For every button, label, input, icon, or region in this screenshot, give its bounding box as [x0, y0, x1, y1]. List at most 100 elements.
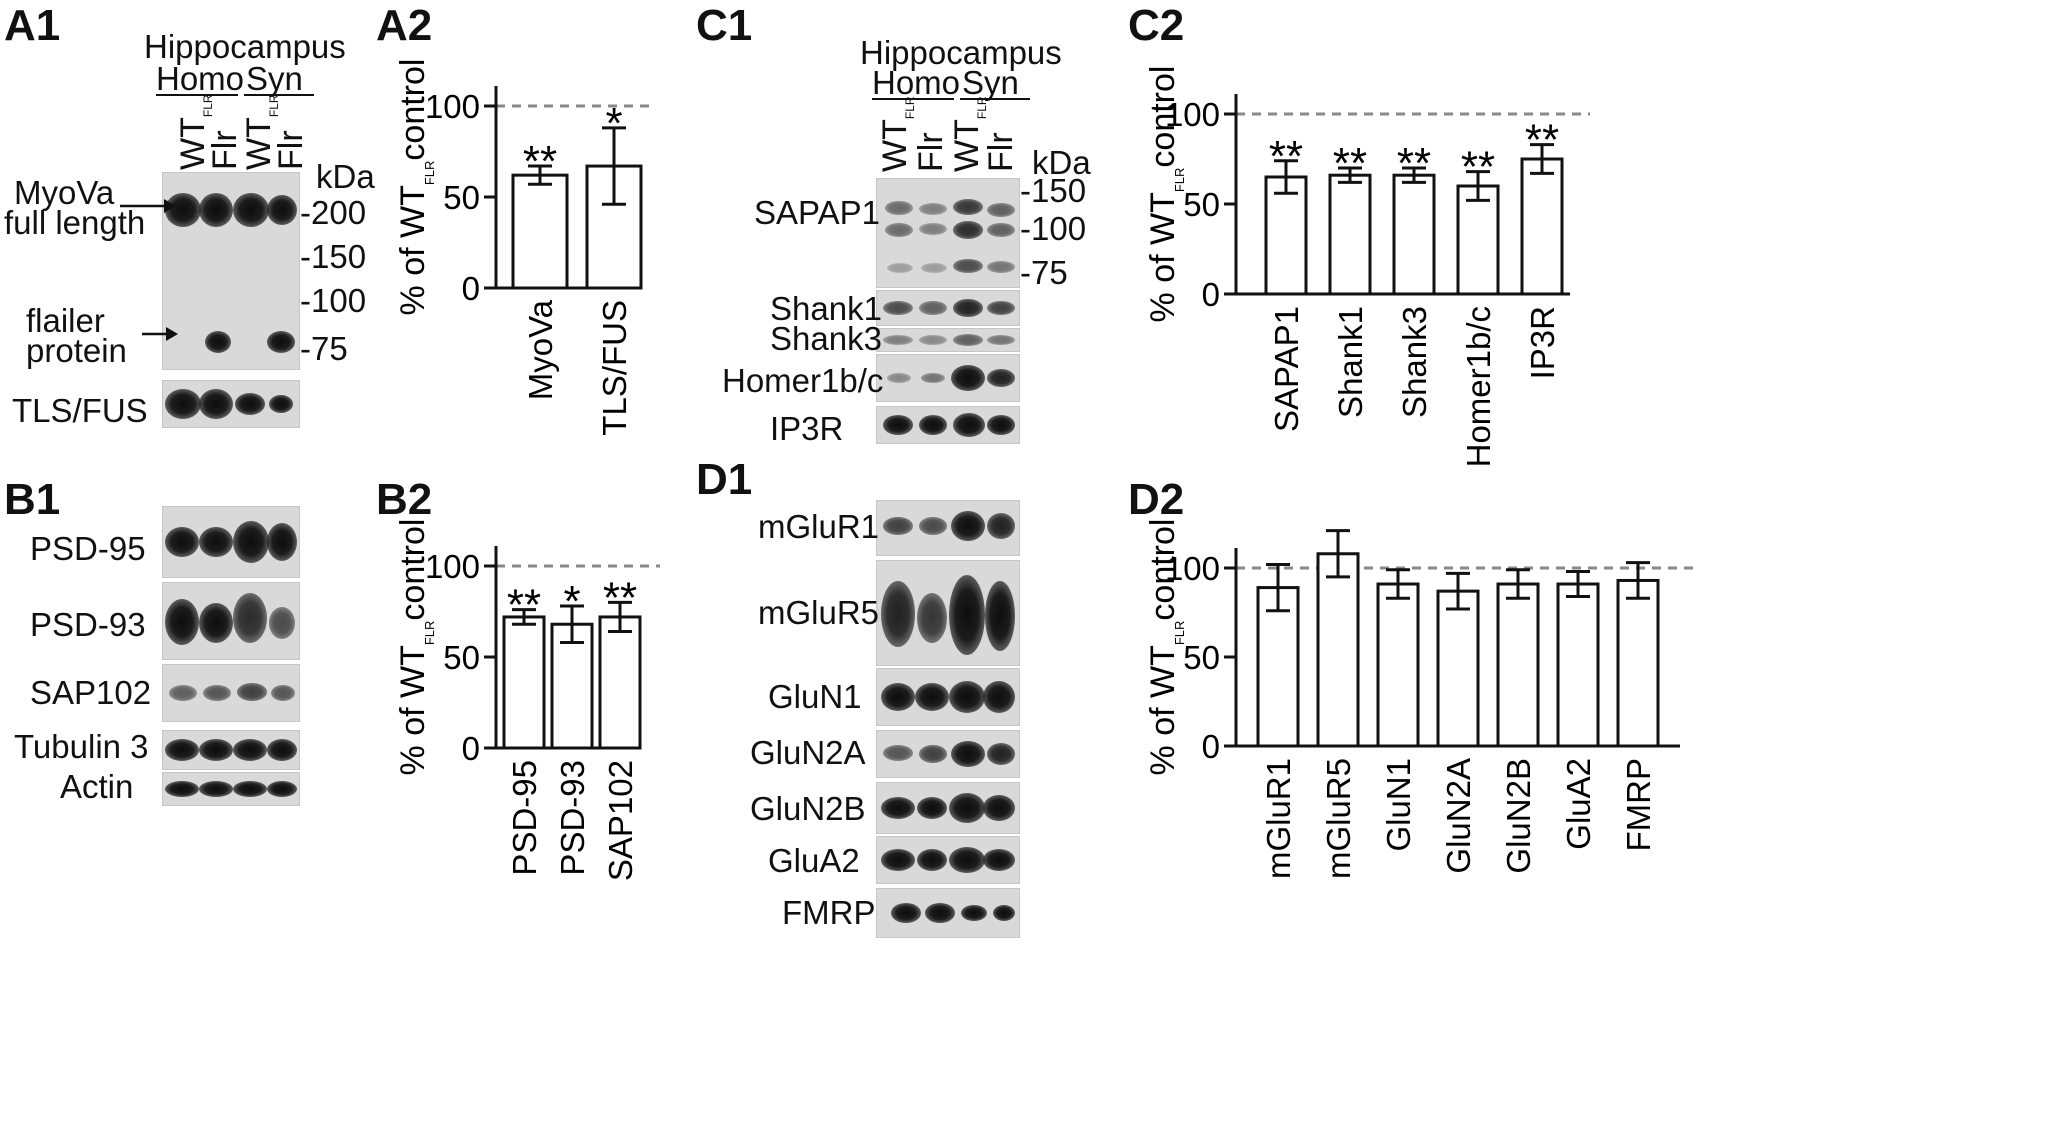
bar: [1328, 173, 1372, 296]
c1-blot-shank3: [876, 328, 1020, 352]
a1-homo-underline: [156, 94, 238, 96]
chart-c2: % of WTFLRcontrol 0 50 100 ** SAPAP1 ** Shank1 *…: [1144, 66, 1590, 467]
panel-label-b1: B1: [4, 475, 61, 524]
band: [269, 395, 293, 413]
a1-label-flailer: flailer: [26, 302, 105, 339]
c1-label-homer1bc: Homer1b/c: [722, 362, 884, 399]
d1-blot-mglur5: [876, 560, 1020, 666]
x-tick-label: mGluR5: [1320, 758, 1357, 879]
c1-marker-75: -75: [1020, 254, 1068, 291]
band: [953, 299, 983, 317]
band: [233, 193, 269, 227]
x-tick-label: MyoVa: [522, 299, 559, 400]
band: [987, 513, 1015, 539]
band: [233, 781, 267, 797]
band: [917, 797, 947, 819]
bar: [1616, 578, 1660, 748]
significance-label: **: [603, 573, 637, 622]
band: [205, 331, 231, 353]
band: [919, 335, 947, 345]
band: [919, 301, 947, 315]
d1-label-glun1: GluN1: [768, 678, 862, 715]
significance-label: **: [523, 137, 557, 186]
significance-label: *: [605, 99, 622, 148]
a1-label-protein: protein: [26, 332, 127, 369]
band: [953, 221, 983, 239]
x-tick-label: Homer1b/c: [1460, 306, 1497, 467]
y-tick-label: 50: [1183, 639, 1220, 676]
band: [267, 781, 297, 797]
b1-blot-psd93: [162, 582, 300, 660]
c1-region-label: Hippocampus: [860, 34, 1062, 71]
y-tick-label: 0: [1202, 276, 1220, 313]
b1-blot-tubulin3: [162, 730, 300, 770]
panel-label-a1: A1: [4, 1, 61, 50]
band: [953, 334, 983, 346]
y-axis-label: % of WTFLRcontrol: [1144, 66, 1187, 323]
band: [165, 193, 201, 227]
c1-label-sapap1: SAPAP1: [754, 194, 880, 231]
b1-label-actin: Actin: [60, 768, 134, 805]
band: [165, 527, 199, 557]
a1-marker-100: -100: [300, 282, 367, 319]
a1-blot-myova: [162, 172, 300, 370]
c1-label-shank3: Shank3: [770, 320, 882, 357]
band: [961, 905, 987, 921]
a1-marker-150: -150: [300, 238, 367, 275]
band: [987, 415, 1015, 435]
band: [883, 335, 913, 345]
band: [883, 745, 913, 761]
a1-label-tlsfus: TLS/FUS: [12, 392, 148, 429]
band: [199, 527, 233, 557]
bar: [1376, 582, 1420, 748]
y-tick-label: 50: [1183, 186, 1220, 223]
band: [199, 781, 233, 797]
d1-label-fmrp: FMRP: [782, 894, 876, 931]
y-tick-label: 100: [1165, 550, 1220, 587]
d1-blot-glun1: [876, 668, 1020, 726]
band: [165, 599, 199, 645]
bar: [598, 615, 642, 750]
band: [165, 389, 201, 419]
band: [233, 521, 269, 563]
band: [987, 369, 1015, 387]
panel-label-c1: C1: [696, 1, 753, 50]
band: [235, 393, 265, 415]
x-tick-label: GluN2A: [1440, 758, 1477, 874]
band: [165, 739, 199, 761]
c1-blot-sapap1: [876, 178, 1020, 288]
d1-label-glua2: GluA2: [768, 842, 860, 879]
panel-label-b2: B2: [376, 475, 433, 524]
c1-blot-homer1bc: [876, 354, 1020, 402]
band: [891, 903, 921, 923]
c1-group-syn: Syn: [962, 64, 1019, 101]
band: [885, 201, 913, 215]
d1-label-mglur5: mGluR5: [758, 594, 880, 631]
band: [993, 905, 1015, 921]
x-tick-label: PSD-93: [554, 760, 591, 876]
c1-homo-underline: [872, 98, 954, 100]
significance-label: **: [1333, 139, 1367, 188]
c1-marker-150: -150: [1020, 172, 1087, 209]
d1-blot-glua2: [876, 836, 1020, 884]
x-tick-label: SAP102: [602, 760, 639, 881]
c1-lane-flr2: Flr: [982, 132, 1020, 172]
a1-lane-flr1: Flr: [206, 130, 244, 170]
band: [199, 603, 233, 643]
band: [915, 683, 949, 711]
band: [203, 685, 231, 701]
y-tick-label: 50: [443, 179, 480, 216]
band: [949, 575, 985, 655]
band: [271, 685, 295, 701]
band: [267, 739, 297, 761]
x-tick-label: PSD-95: [506, 760, 543, 876]
a1-arrows: [120, 199, 178, 341]
x-tick-label: GluA2: [1560, 758, 1597, 850]
x-tick-label: TLS/FUS: [596, 300, 633, 436]
significance-label: **: [1397, 139, 1431, 188]
band: [917, 849, 947, 871]
band: [917, 593, 947, 643]
band: [919, 415, 947, 435]
band: [951, 511, 985, 541]
y-tick-label: 50: [443, 639, 480, 676]
